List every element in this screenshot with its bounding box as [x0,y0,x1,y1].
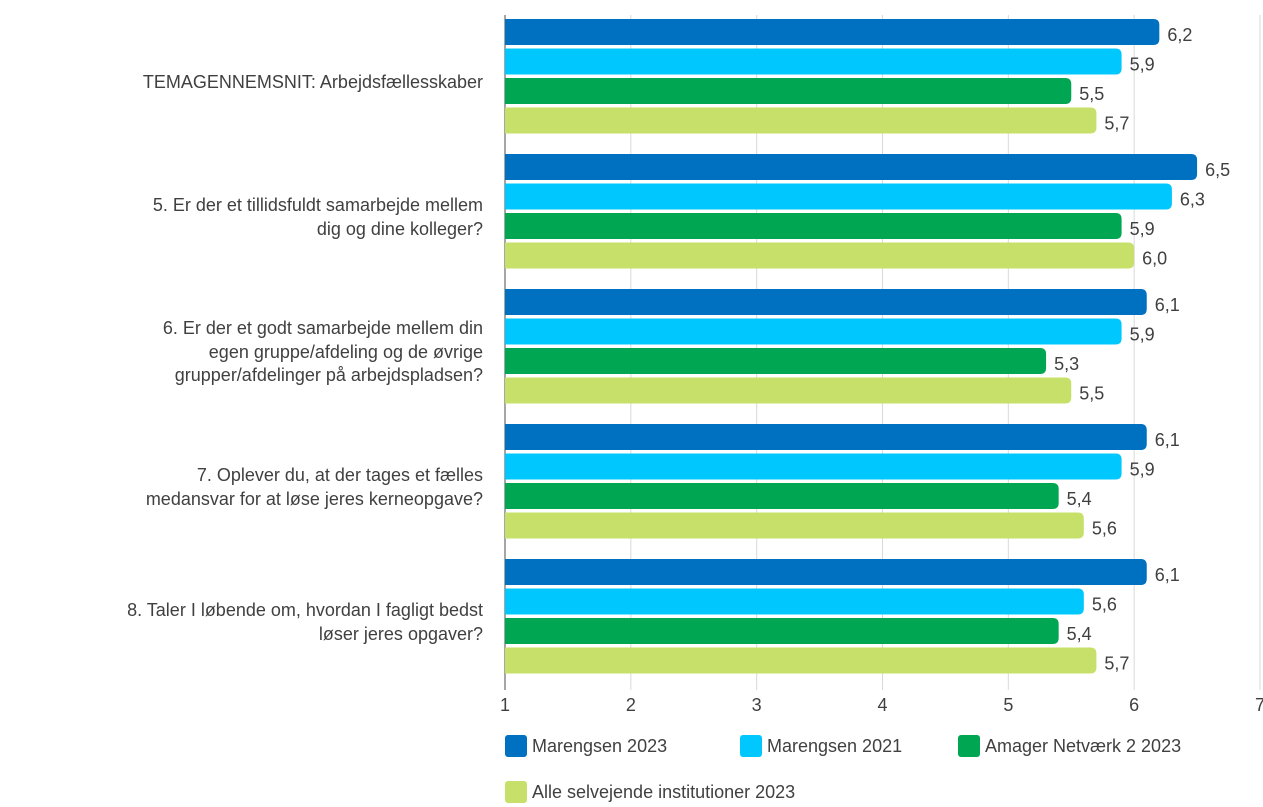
legend-swatch [505,781,527,803]
category-label-box: 5. Er der et tillidsfuldt samarbejde mel… [152,195,483,239]
bar [505,213,1122,239]
value-label: 6,1 [1155,565,1180,585]
value-label: 5,4 [1067,624,1092,644]
value-label: 6,3 [1180,189,1205,209]
bar [505,559,1147,585]
x-tick-label: 2 [626,695,636,715]
x-tick-label: 7 [1255,695,1263,715]
value-label: 6,5 [1205,160,1230,180]
x-tick-label: 1 [500,695,510,715]
category-label: TEMAGENNEMSNIT: Arbejdsfællesskaber [142,71,483,92]
category-label-box: TEMAGENNEMSNIT: Arbejdsfællesskaber [142,71,483,92]
category-label: 7. Oplever du, at der tages et fælles me… [145,465,483,509]
legend-label: Marengsen 2021 [767,736,902,756]
bar [505,19,1160,45]
value-label: 6,1 [1155,430,1180,450]
legend-label: Amager Netværk 2 2023 [985,736,1181,756]
x-tick-label: 3 [752,695,762,715]
legend-label: Alle selvejende institutioner 2023 [532,782,795,802]
value-label: 5,6 [1092,518,1117,538]
legend-swatch [505,735,527,757]
bar [505,512,1084,539]
bar [505,483,1059,509]
legend-swatch [740,735,762,757]
value-label: 5,9 [1130,459,1155,479]
value-label: 5,7 [1104,653,1129,673]
x-tick-label: 4 [877,695,887,715]
bar [505,78,1072,104]
bar [505,588,1084,615]
bar [505,377,1072,404]
value-label: 5,7 [1104,113,1129,133]
value-label: 5,6 [1092,594,1117,614]
bar [505,647,1097,674]
category-label-box: 8. Taler I løbende om, hvordan I fagligt… [127,600,483,644]
category-label: 6. Er der et godt samarbejde mellem din … [162,318,483,386]
x-tick-label: 5 [1003,695,1013,715]
legend-swatch [958,735,980,757]
value-label: 6,1 [1155,295,1180,315]
bar [505,618,1059,644]
value-label: 5,9 [1130,54,1155,74]
bar [505,424,1147,450]
category-label-box: 6. Er der et godt samarbejde mellem din … [162,318,483,386]
value-label: 6,0 [1142,248,1167,268]
bar [505,48,1122,75]
bar [505,348,1047,374]
value-label: 5,9 [1130,219,1155,239]
value-label: 6,2 [1167,25,1192,45]
value-label: 5,9 [1130,324,1155,344]
value-label: 5,5 [1079,383,1104,403]
legend-label: Marengsen 2023 [532,736,667,756]
bar [505,289,1147,315]
value-label: 5,5 [1079,84,1104,104]
value-label: 5,3 [1054,354,1079,374]
value-label: 5,4 [1067,489,1092,509]
x-tick-label: 6 [1129,695,1139,715]
bar [505,154,1198,180]
category-label-box: 7. Oplever du, at der tages et fælles me… [145,465,483,509]
bar [505,107,1097,134]
bar [505,183,1172,210]
bar [505,318,1122,345]
category-label: 8. Taler I løbende om, hvordan I fagligt… [127,600,483,644]
category-label: 5. Er der et tillidsfuldt samarbejde mel… [152,195,483,239]
bar [505,242,1135,269]
bar [505,453,1122,480]
